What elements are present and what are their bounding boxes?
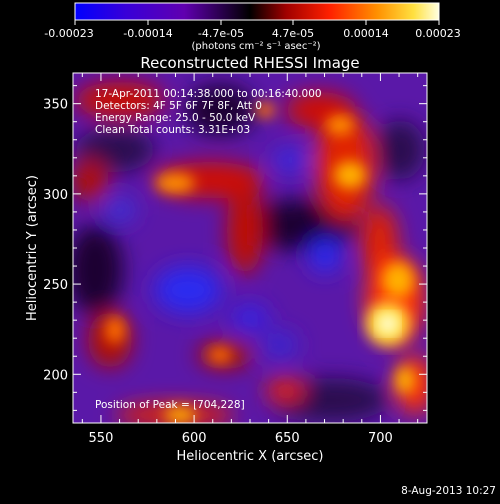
y-tick-label: 300: [43, 188, 68, 203]
y-tick-label: 250: [43, 278, 68, 293]
colorbar-tick-label: 0.00023: [415, 27, 461, 40]
x-tick-label: 550: [89, 431, 114, 446]
colorbar-gradient: [74, 2, 440, 21]
colorbar-tick-label: -4.7e-05: [198, 27, 244, 40]
y-tick-label: 350: [43, 98, 68, 113]
plot-title: Reconstructed RHESSI Image: [140, 54, 359, 72]
y-axis-label: Heliocentric Y (arcsec): [25, 175, 40, 321]
x-tick-label: 700: [368, 431, 393, 446]
info-counts: Clean Total counts: 3.31E+03: [95, 124, 250, 136]
colorbar: -0.00023 -0.00014 -4.7e-05 4.7e-05 0.000…: [44, 2, 461, 52]
info-detectors: Detectors: 4F 5F 6F 7F 8F, Att 0: [95, 100, 262, 112]
peak-core: [377, 313, 398, 334]
peak-position-label: Position of Peak = [704,228]: [95, 399, 245, 411]
colorbar-tick-label: -0.00014: [123, 27, 172, 40]
colorbar-tick-label: -0.00023: [44, 27, 93, 40]
heatmap-image: [73, 73, 427, 423]
x-tick-label: 600: [182, 431, 207, 446]
axis-ticks: [73, 73, 427, 423]
info-time-range: 17-Apr-2011 00:14:38.000 to 00:16:40.000: [95, 88, 322, 100]
colorbar-ticks: [74, 20, 440, 25]
colorbar-units: (photons cm⁻² s⁻¹ asec⁻²): [191, 41, 320, 52]
y-tick-label: 200: [43, 368, 68, 383]
colorbar-tick-label: 0.00014: [343, 27, 389, 40]
footer-date: 8-Aug-2013 10:27: [401, 485, 496, 497]
info-energy-range: Energy Range: 25.0 - 50.0 keV: [95, 112, 256, 124]
colorbar-tick-label: 4.7e-05: [272, 27, 314, 40]
observation-info: 17-Apr-2011 00:14:38.000 to 00:16:40.000…: [95, 88, 322, 136]
x-axis-label: Heliocentric X (arcsec): [177, 449, 324, 464]
x-tick-label: 650: [275, 431, 300, 446]
